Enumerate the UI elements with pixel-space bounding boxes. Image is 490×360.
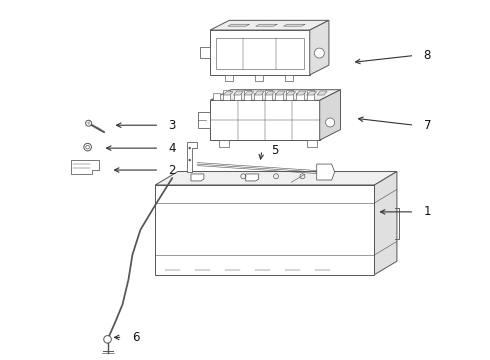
- Polygon shape: [246, 174, 259, 181]
- Text: 2: 2: [169, 163, 176, 176]
- Polygon shape: [265, 90, 272, 100]
- Text: 6: 6: [132, 331, 139, 344]
- Polygon shape: [234, 93, 241, 100]
- Text: 4: 4: [169, 141, 176, 155]
- Polygon shape: [210, 90, 341, 100]
- Polygon shape: [254, 93, 262, 100]
- Circle shape: [86, 120, 92, 126]
- Polygon shape: [219, 140, 229, 147]
- Polygon shape: [187, 142, 197, 172]
- Polygon shape: [200, 46, 210, 58]
- Polygon shape: [307, 140, 317, 147]
- Polygon shape: [213, 93, 220, 100]
- Circle shape: [104, 336, 111, 343]
- Polygon shape: [374, 171, 397, 275]
- Polygon shape: [71, 160, 98, 174]
- Text: 7: 7: [423, 119, 431, 132]
- Polygon shape: [275, 93, 283, 100]
- Polygon shape: [155, 185, 374, 275]
- Polygon shape: [198, 112, 210, 128]
- Polygon shape: [319, 90, 341, 140]
- Circle shape: [315, 48, 324, 58]
- Circle shape: [84, 143, 92, 151]
- Polygon shape: [210, 20, 329, 30]
- Text: 5: 5: [271, 144, 279, 157]
- Polygon shape: [317, 91, 327, 95]
- Polygon shape: [244, 90, 251, 100]
- Circle shape: [326, 118, 335, 127]
- Polygon shape: [310, 20, 329, 75]
- Polygon shape: [256, 24, 277, 26]
- Polygon shape: [244, 92, 254, 95]
- Text: 8: 8: [424, 49, 431, 62]
- Polygon shape: [216, 38, 304, 69]
- Polygon shape: [286, 92, 295, 95]
- Polygon shape: [275, 91, 285, 95]
- Polygon shape: [228, 24, 249, 26]
- Circle shape: [189, 147, 191, 149]
- Polygon shape: [210, 30, 310, 75]
- Polygon shape: [286, 90, 293, 100]
- Circle shape: [86, 145, 89, 149]
- Polygon shape: [223, 90, 230, 100]
- Polygon shape: [307, 90, 314, 100]
- Polygon shape: [265, 92, 275, 95]
- Polygon shape: [191, 174, 204, 181]
- Polygon shape: [225, 75, 233, 81]
- Circle shape: [189, 159, 191, 161]
- Polygon shape: [284, 24, 305, 26]
- Polygon shape: [296, 91, 306, 95]
- Polygon shape: [285, 75, 293, 81]
- Polygon shape: [223, 92, 233, 95]
- Polygon shape: [155, 171, 397, 185]
- Polygon shape: [317, 164, 335, 180]
- Text: 1: 1: [423, 205, 431, 219]
- Polygon shape: [255, 75, 263, 81]
- Polygon shape: [234, 91, 244, 95]
- Polygon shape: [307, 92, 317, 95]
- Polygon shape: [254, 91, 264, 95]
- Polygon shape: [296, 93, 304, 100]
- Polygon shape: [210, 100, 319, 140]
- Text: 3: 3: [169, 119, 176, 132]
